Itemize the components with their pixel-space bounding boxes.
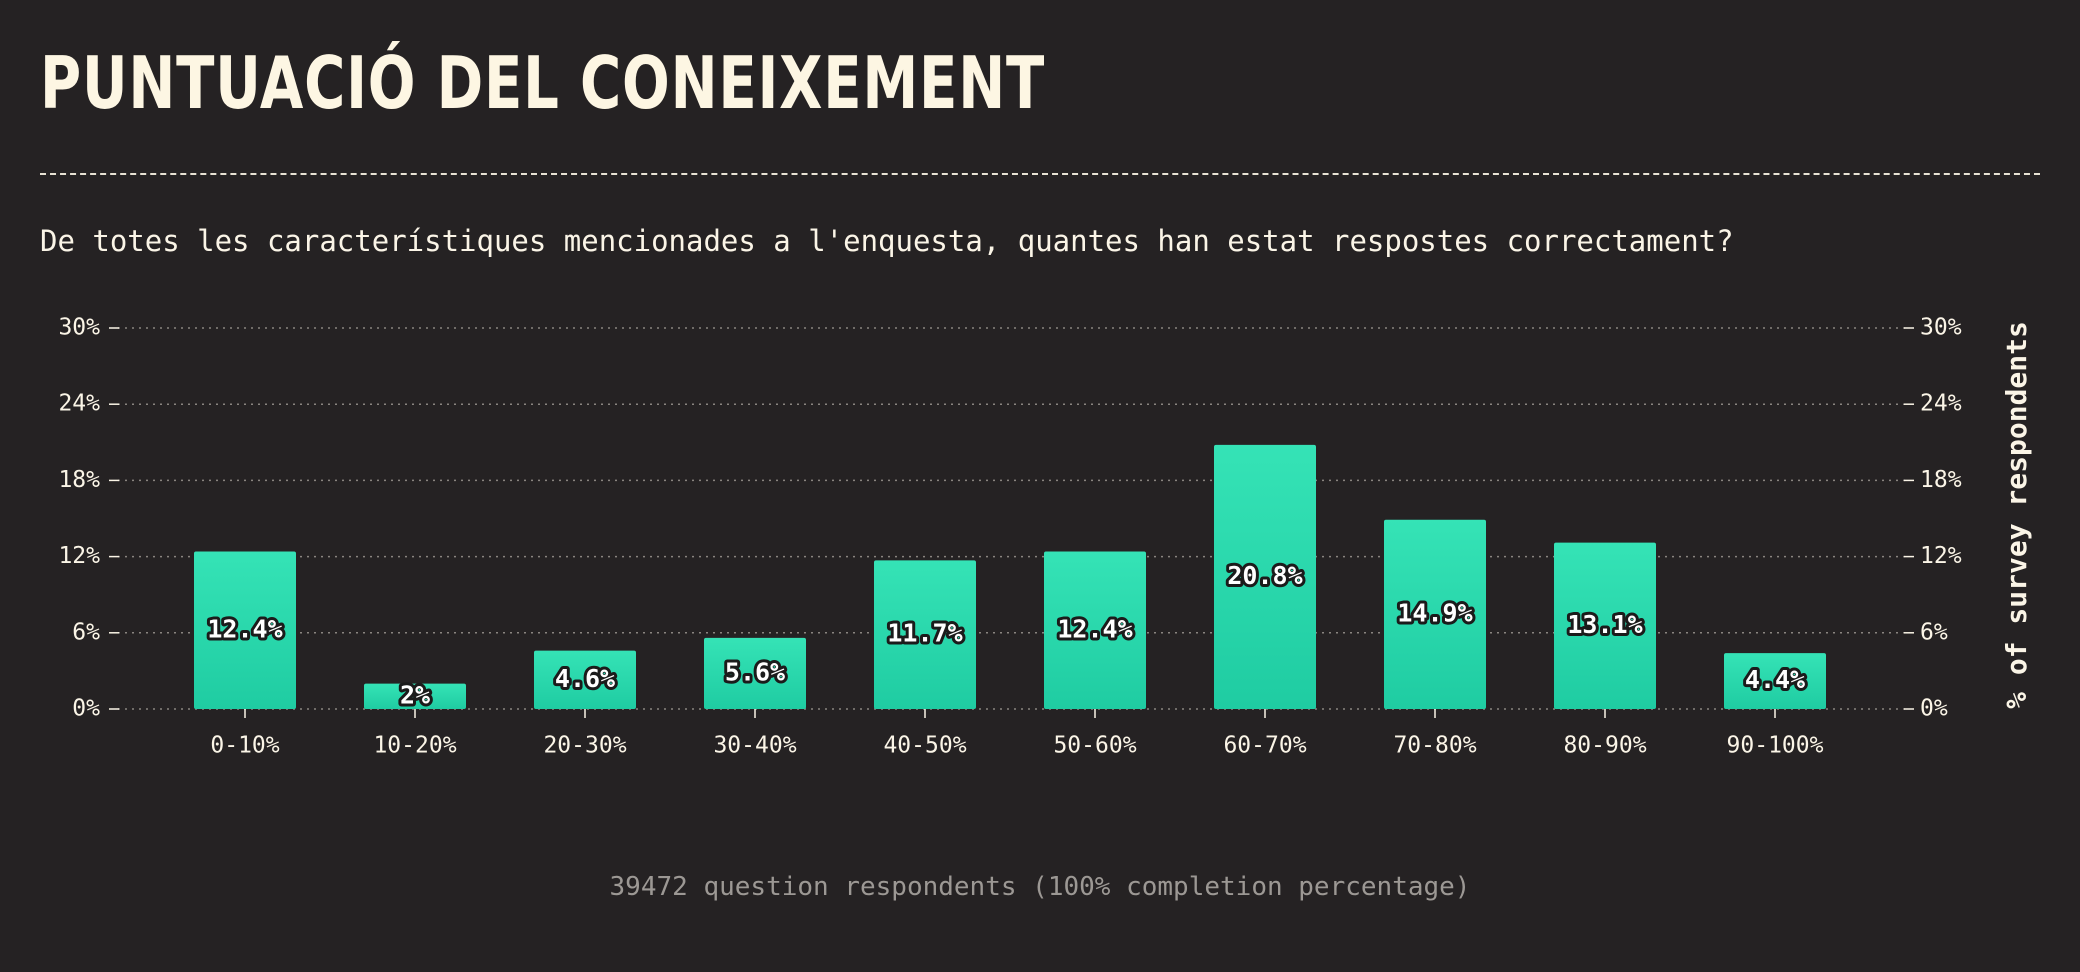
- y-tick-label-right: 18%: [1920, 467, 1962, 493]
- y-tick-label-left: 24%: [58, 391, 100, 417]
- bar-value-label: 4.6%: [555, 664, 615, 693]
- bar-60-70%: [1214, 444, 1316, 709]
- y-tick-label-right: 6%: [1920, 619, 1948, 645]
- chart-title: PUNTUACIÓ DEL CONEIXEMENT: [40, 41, 1046, 125]
- bar-0-10%: [194, 551, 296, 709]
- y-tick-label-right: 30%: [1920, 315, 1962, 341]
- survey-question: De totes les característiques mencionade…: [40, 224, 1734, 258]
- x-tick-label: 60-70%: [1223, 733, 1306, 759]
- bar-20-30%: [534, 650, 636, 709]
- bar-50-60%: [1044, 551, 1146, 709]
- x-tick-label: 90-100%: [1727, 733, 1824, 759]
- bar-90-100%: [1724, 653, 1826, 709]
- bar-value-label: 2%: [400, 680, 430, 709]
- y-tick-label-right: 12%: [1920, 543, 1962, 569]
- x-tick-label: 80-90%: [1563, 733, 1646, 759]
- bar-30-40%: [704, 637, 806, 709]
- y-tick-label-left: 12%: [58, 543, 100, 569]
- bar-value-label: 4.4%: [1745, 665, 1805, 694]
- bar-value-label: 13.1%: [1567, 610, 1642, 639]
- y-tick-label-left: 0%: [72, 696, 100, 722]
- y-axis-title: % of survey respondents: [2000, 321, 2033, 709]
- y-tick-label-right: 24%: [1920, 391, 1962, 417]
- x-axis: 0-10% 10-20% 20-30% 30-40% 40-50% 50-60% 60-70…: [210, 709, 1824, 759]
- x-tick-label: 70-80%: [1393, 733, 1476, 759]
- bar-10-20%: [364, 683, 466, 709]
- x-tick-label: 10-20%: [373, 733, 456, 759]
- x-tick-label: 0-10%: [210, 733, 279, 759]
- y-axis-right: 0% 6% 12% 18% 24% 30%: [1904, 315, 1962, 722]
- x-tick-label: 30-40%: [713, 733, 796, 759]
- bar-value-label: 5.6%: [725, 657, 785, 686]
- bar-value-label: 20.8%: [1227, 561, 1302, 590]
- bar-value-labels: 12.4% 2% 4.6% 5.6% 11.7% 12.4% 20.8% 14.9% 13.1%…: [204, 558, 1808, 712]
- y-tick-label-left: 6%: [72, 619, 100, 645]
- y-tick-label-left: 18%: [58, 467, 100, 493]
- bars: [194, 444, 1826, 709]
- bar-value-label: 14.9%: [1397, 598, 1472, 627]
- bar-value-label: 12.4%: [1057, 614, 1132, 643]
- x-tick-label: 50-60%: [1053, 733, 1136, 759]
- y-tick-label-right: 0%: [1920, 696, 1948, 722]
- bar-value-label: 12.4%: [207, 614, 282, 643]
- y-axis-left: 0% 6% 12% 18% 24% 30%: [58, 315, 119, 722]
- bar-70-80%: [1384, 519, 1486, 709]
- title-divider: [40, 173, 2040, 175]
- x-tick-label: 20-30%: [543, 733, 626, 759]
- bar-value-label: 11.7%: [887, 619, 962, 648]
- bar-80-90%: [1554, 542, 1656, 709]
- respondents-footnote: 39472 question respondents (100% complet…: [609, 872, 1471, 902]
- x-tick-label: 40-50%: [883, 733, 966, 759]
- bar-40-50%: [874, 560, 976, 709]
- y-tick-label-left: 30%: [58, 315, 100, 341]
